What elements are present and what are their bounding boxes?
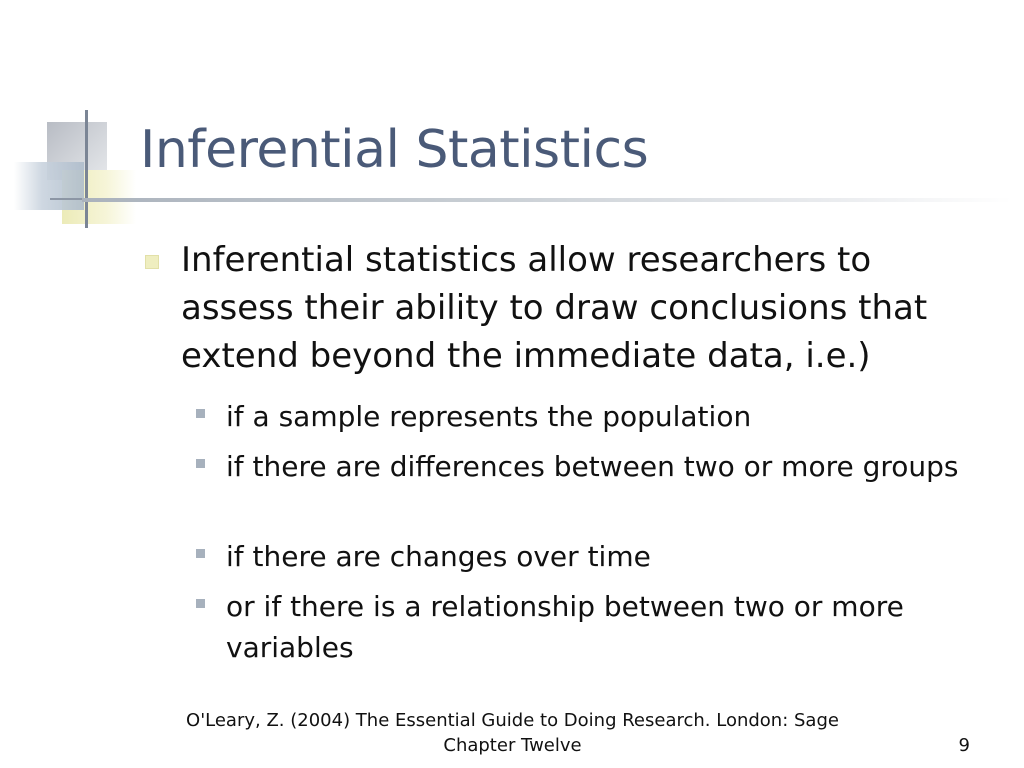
- footer-citation: O'Leary, Z. (2004) The Essential Guide t…: [186, 710, 839, 731]
- footer-reference: O'Leary, Z. (2004) The Essential Guide t…: [140, 708, 885, 758]
- sub-bullet-text: if there are changes over time: [226, 540, 651, 573]
- page-number: 9: [958, 735, 970, 756]
- footer-chapter: Chapter Twelve: [443, 735, 582, 756]
- sub-bullet-text: if a sample represents the population: [226, 400, 752, 433]
- sub-bullet-text: or if there is a relationship between tw…: [226, 590, 904, 664]
- corner-ornament: [0, 0, 160, 240]
- main-bullet-text: Inferential statistics allow researchers…: [181, 240, 928, 376]
- bullet-square-icon: [145, 255, 159, 269]
- ornament-blue-square: [14, 162, 84, 210]
- sub-bullet-square-icon: [196, 599, 205, 608]
- sub-bullet-square-icon: [196, 409, 205, 418]
- title-underline: [82, 198, 1012, 202]
- sub-bullet-square-icon: [196, 549, 205, 558]
- ornament-vertical-line: [85, 110, 88, 228]
- sub-bullet-square-icon: [196, 459, 205, 468]
- sub-bullet-text: if there are differences between two or …: [226, 450, 959, 483]
- slide-title: Inferential Statistics: [140, 120, 649, 180]
